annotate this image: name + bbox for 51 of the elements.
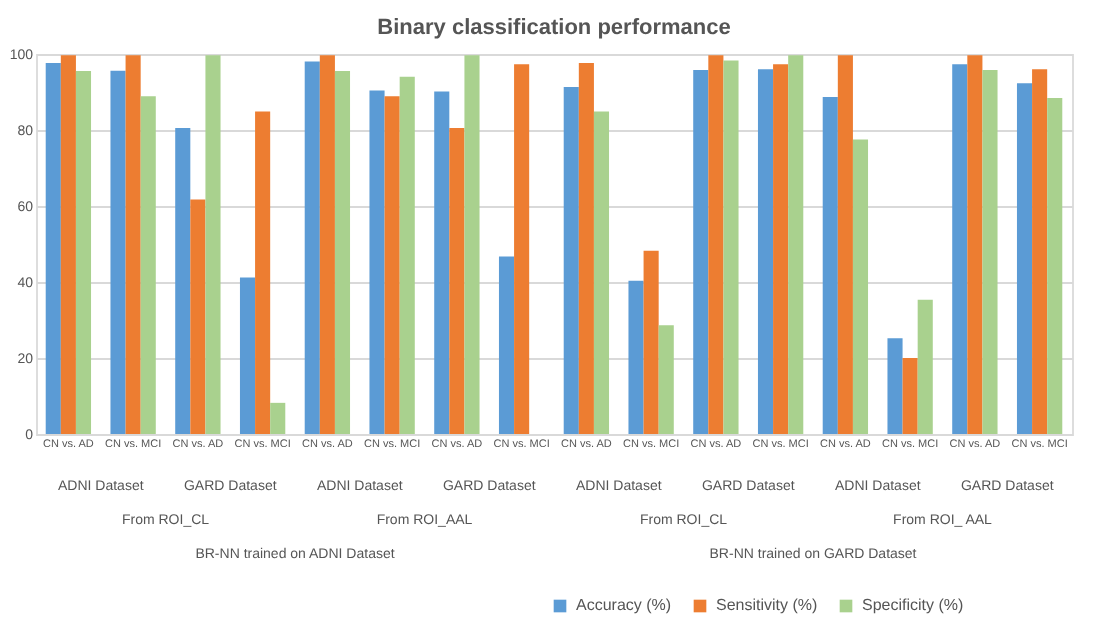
bar <box>255 111 271 434</box>
bar <box>110 70 126 434</box>
bar <box>319 55 335 434</box>
bar <box>239 277 256 434</box>
bar <box>757 69 774 434</box>
bar <box>1032 69 1048 434</box>
bar <box>125 55 141 434</box>
bar <box>369 90 385 434</box>
bar <box>498 256 515 434</box>
bar <box>902 358 918 434</box>
bar <box>205 55 221 434</box>
bar <box>563 87 579 434</box>
bar <box>60 55 76 434</box>
bar <box>693 69 709 434</box>
bar <box>982 69 998 434</box>
bar <box>967 55 983 434</box>
legend-label: Accuracy (%) <box>576 596 672 614</box>
bar <box>140 96 156 434</box>
bar <box>773 64 789 434</box>
bar <box>917 299 933 434</box>
bar <box>593 111 610 434</box>
bar <box>723 60 739 434</box>
bar <box>75 71 92 434</box>
bar <box>270 402 286 434</box>
bar <box>852 139 869 434</box>
bar <box>304 61 320 434</box>
bar <box>175 128 191 434</box>
bar <box>1016 83 1033 434</box>
bar <box>658 325 674 434</box>
bar <box>334 71 351 434</box>
bar <box>399 76 415 434</box>
bar <box>464 55 480 434</box>
bar <box>384 96 400 434</box>
bar <box>578 63 594 434</box>
bar <box>449 128 465 434</box>
legend-label: Sensitivity (%) <box>716 596 819 614</box>
bar <box>822 96 838 434</box>
bar <box>708 55 724 434</box>
bar <box>952 64 968 434</box>
bar <box>837 55 853 434</box>
bar <box>1047 98 1063 434</box>
bar <box>788 55 804 434</box>
bar <box>887 338 903 434</box>
legend-label: Specificity (%) <box>862 596 965 614</box>
bar <box>643 250 659 434</box>
bar <box>45 63 61 434</box>
bar <box>190 199 206 434</box>
bar <box>628 280 644 434</box>
chart-title: Binary classification performance <box>377 16 731 40</box>
bar <box>514 64 530 434</box>
bar <box>434 91 450 434</box>
